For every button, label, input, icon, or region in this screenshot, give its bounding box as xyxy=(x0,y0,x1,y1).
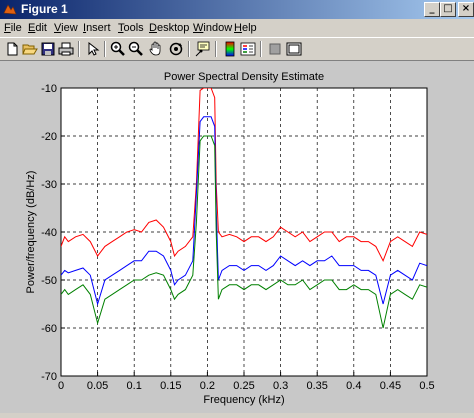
show-plot-tools-icon[interactable] xyxy=(285,40,303,58)
psd-chart: Power Spectral Density Estimate 0 0.05 0.1… xyxy=(25,71,435,406)
window-titlebar[interactable]: Figure 1 _ □ × xyxy=(0,0,474,19)
menu-insert[interactable]: Insert xyxy=(83,22,111,34)
save-icon[interactable] xyxy=(39,40,57,58)
x-tick-label: 0.5 xyxy=(419,380,434,392)
y-tick-label: -50 xyxy=(41,275,57,287)
figure-toolbar xyxy=(0,37,474,61)
chart-title: Power Spectral Density Estimate xyxy=(164,71,324,83)
edit-pointer-icon[interactable] xyxy=(84,40,102,58)
x-axis-label: Frequency (kHz) xyxy=(203,394,284,406)
zoom-out-icon[interactable] xyxy=(127,40,145,58)
y-axis-label: Power/frequency (dB/Hz) xyxy=(25,171,37,294)
grid-lines xyxy=(61,88,427,376)
menu-tools[interactable]: Tools xyxy=(118,22,144,34)
menu-file[interactable]: File xyxy=(4,22,22,34)
colorbar-icon[interactable] xyxy=(221,40,239,58)
tick-group: 0 0.05 0.1 0.15 0.2 0.25 0.3 0.35 0.4 0.45 0.5 -10 -… xyxy=(41,83,435,392)
hide-plot-tools-icon[interactable] xyxy=(266,40,284,58)
toolbar-separator xyxy=(78,41,80,57)
legend-icon[interactable] xyxy=(239,40,257,58)
menu-view[interactable]: View xyxy=(54,22,78,34)
y-tick-label: -40 xyxy=(41,227,57,239)
x-tick-label: 0.1 xyxy=(127,380,142,392)
toolbar-separator xyxy=(215,41,217,57)
x-tick-label: 0.3 xyxy=(273,380,288,392)
maximize-button[interactable]: □ xyxy=(440,2,456,17)
toolbar-separator xyxy=(188,41,190,57)
zoom-in-icon[interactable] xyxy=(109,40,127,58)
window-title: Figure 1 xyxy=(21,2,68,16)
x-tick-label: 0.35 xyxy=(306,380,327,392)
print-icon[interactable] xyxy=(57,40,75,58)
pan-hand-icon[interactable] xyxy=(147,40,165,58)
minimize-button[interactable]: _ xyxy=(424,2,440,17)
x-tick-label: 0.4 xyxy=(346,380,361,392)
figure-canvas: Power Spectral Density Estimate 0 0.05 0.1… xyxy=(0,61,474,413)
y-tick-label: -60 xyxy=(41,323,57,335)
new-file-icon[interactable] xyxy=(3,40,21,58)
x-tick-label: 0.15 xyxy=(160,380,181,392)
toolbar-separator xyxy=(260,41,262,57)
close-button[interactable]: × xyxy=(458,2,474,17)
series-group xyxy=(61,88,427,329)
series-line-0 xyxy=(61,88,427,263)
y-tick-label: -20 xyxy=(41,131,57,143)
toolbar-separator xyxy=(104,41,106,57)
menu-help[interactable]: Help xyxy=(234,22,257,34)
x-tick-label: 0.25 xyxy=(233,380,254,392)
rotate-3d-icon[interactable] xyxy=(167,40,185,58)
open-folder-icon[interactable] xyxy=(21,40,39,58)
y-tick-label: -10 xyxy=(41,83,57,95)
y-tick-label: -30 xyxy=(41,179,57,191)
data-cursor-icon[interactable] xyxy=(194,40,212,58)
menu-desktop[interactable]: Desktop xyxy=(149,22,190,34)
x-tick-label: 0.2 xyxy=(200,380,215,392)
menu-window[interactable]: Window xyxy=(193,22,233,34)
menu-edit[interactable]: Edit xyxy=(28,22,47,34)
series-line-2 xyxy=(61,135,427,329)
x-tick-label: 0.45 xyxy=(380,380,401,392)
menu-bar: File Edit View Insert Tools Desktop Wind… xyxy=(0,19,474,37)
series-line-1 xyxy=(61,116,427,306)
x-tick-label: 0.05 xyxy=(87,380,108,392)
matlab-logo-icon xyxy=(3,4,17,15)
x-tick-label: 0 xyxy=(58,380,64,392)
y-tick-label: -70 xyxy=(41,371,57,383)
